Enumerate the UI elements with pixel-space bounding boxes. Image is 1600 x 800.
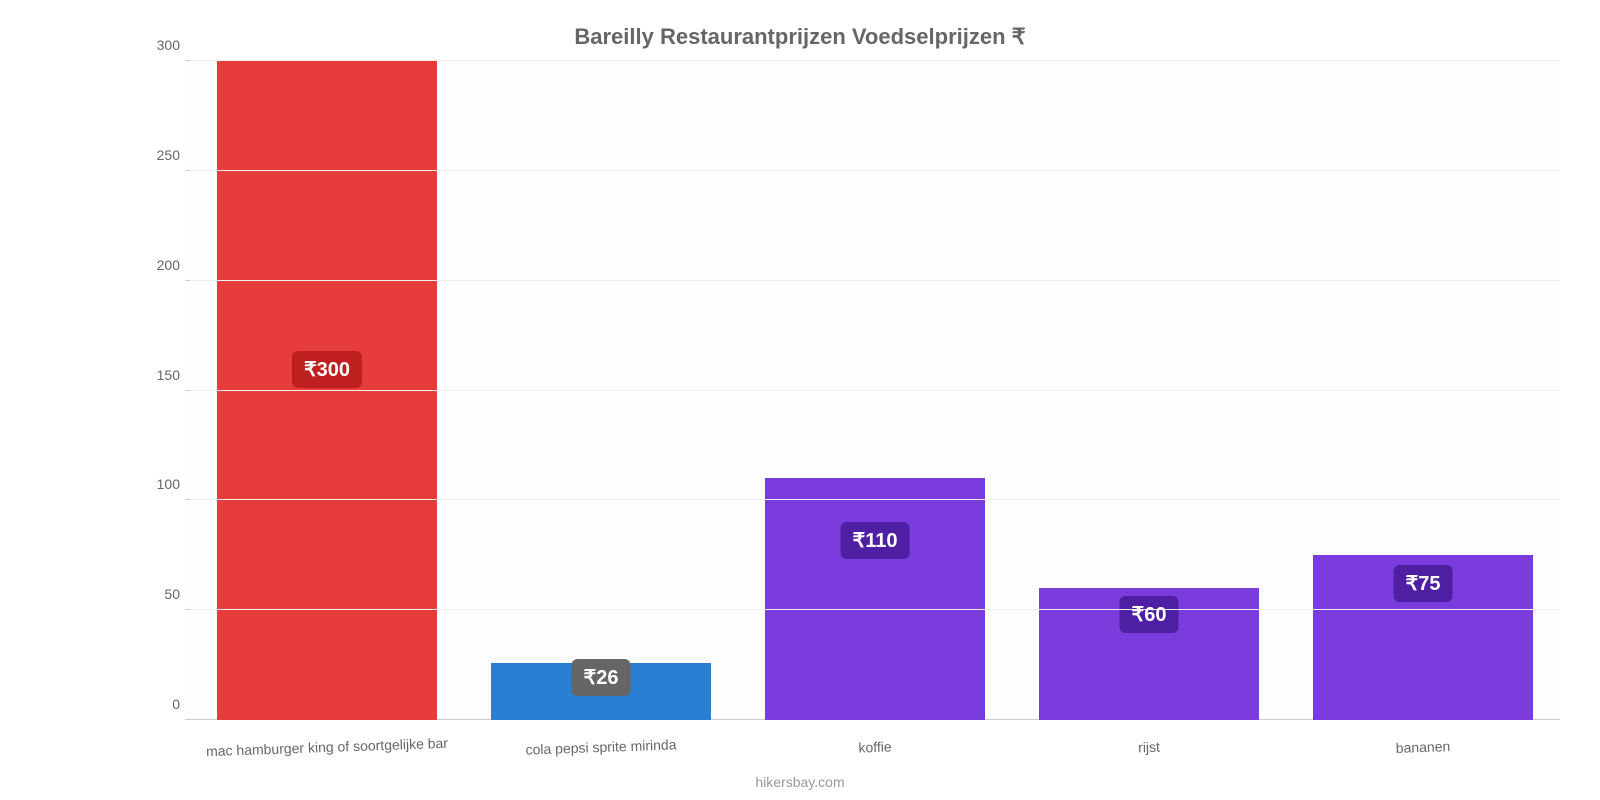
ytick-mark <box>185 170 190 171</box>
bar-slot: ₹26 <box>464 61 738 720</box>
x-axis-label: koffie <box>738 734 1012 760</box>
bar-slot: ₹75 <box>1286 61 1560 720</box>
ytick-label: 100 <box>157 476 190 492</box>
ytick-label: 0 <box>172 696 190 712</box>
x-axis-label: cola pepsi sprite mirinda <box>464 734 738 760</box>
gridline <box>190 609 1560 610</box>
gridline <box>190 170 1560 171</box>
ytick-mark <box>185 390 190 391</box>
bar: ₹26 <box>491 663 710 720</box>
ytick-mark <box>185 609 190 610</box>
gridline <box>190 60 1560 61</box>
ytick-mark <box>185 719 190 720</box>
bar-slot: ₹110 <box>738 61 1012 720</box>
x-axis-label: rijst <box>1012 734 1286 760</box>
ytick-label: 250 <box>157 147 190 163</box>
chart-title: Bareilly Restaurantprijzen Voedselprijze… <box>0 24 1600 50</box>
gridline <box>190 390 1560 391</box>
value-badge: ₹75 <box>1394 565 1453 602</box>
bar: ₹110 <box>765 478 984 720</box>
ytick-label: 300 <box>157 37 190 53</box>
gridline <box>190 280 1560 281</box>
gridline <box>190 499 1560 500</box>
value-badge: ₹300 <box>292 351 362 388</box>
ytick-label: 150 <box>157 367 190 383</box>
plot-area: ₹300₹26₹110₹60₹75 050100150200250300 <box>190 60 1560 720</box>
value-badge: ₹26 <box>572 659 631 696</box>
x-axis-label: bananen <box>1286 734 1560 760</box>
value-badge: ₹60 <box>1120 596 1179 633</box>
attribution-text: hikersbay.com <box>0 774 1600 790</box>
price-bar-chart: Bareilly Restaurantprijzen Voedselprijze… <box>0 0 1600 800</box>
ytick-label: 200 <box>157 257 190 273</box>
bar-slot: ₹60 <box>1012 61 1286 720</box>
ytick-label: 50 <box>164 586 190 602</box>
bar-slot: ₹300 <box>190 61 464 720</box>
bars-container: ₹300 ₹26 ₹110 ₹60 ₹75 <box>190 61 1560 720</box>
bar: ₹300 <box>217 61 436 720</box>
ytick-mark <box>185 60 190 61</box>
bar: ₹75 <box>1313 555 1532 720</box>
value-badge: ₹110 <box>841 522 910 559</box>
bar: ₹60 <box>1039 588 1258 720</box>
ytick-mark <box>185 499 190 500</box>
x-axis-label: mac hamburger king of soortgelijke bar <box>190 734 464 760</box>
ytick-mark <box>185 280 190 281</box>
x-axis-labels: mac hamburger king of soortgelijke barco… <box>190 739 1560 755</box>
